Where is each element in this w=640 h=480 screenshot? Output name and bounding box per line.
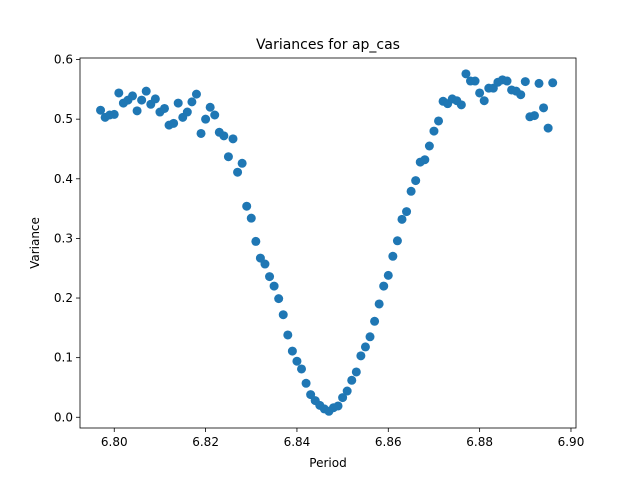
x-tick-label: 6.90 (558, 435, 585, 449)
data-point-37 (265, 272, 275, 282)
data-point-64 (388, 251, 398, 261)
data-point-67 (402, 207, 412, 217)
data-point-7 (128, 91, 138, 101)
y-tick-label: 0.2 (54, 291, 73, 305)
data-point-52 (333, 401, 343, 411)
y-tick-label: 0.3 (54, 231, 73, 245)
x-tick-label: 6.88 (466, 435, 493, 449)
data-point-55 (347, 375, 357, 385)
points-layer (96, 69, 558, 416)
data-point-32 (242, 201, 252, 211)
y-tick-label: 0.6 (54, 53, 73, 67)
data-point-36 (260, 259, 270, 269)
data-point-24 (205, 102, 215, 112)
x-tick-label: 6.80 (101, 435, 128, 449)
data-point-72 (424, 141, 434, 151)
data-point-54 (342, 386, 352, 396)
x-tick-label: 6.84 (284, 435, 311, 449)
data-point-30 (233, 167, 243, 177)
data-point-20 (187, 97, 197, 107)
data-point-99 (548, 78, 558, 88)
data-point-9 (137, 95, 147, 105)
data-point-23 (201, 114, 211, 124)
data-point-42 (287, 346, 297, 356)
y-tick-label: 0.5 (54, 112, 73, 126)
data-point-68 (406, 186, 416, 196)
data-point-41 (283, 330, 293, 340)
data-point-45 (301, 378, 311, 388)
data-point-58 (360, 342, 370, 352)
x-axis-label: Period (309, 456, 346, 470)
data-point-63 (383, 270, 393, 280)
data-point-80 (461, 69, 471, 79)
data-point-74 (434, 116, 444, 126)
data-point-95 (529, 111, 539, 121)
data-point-38 (269, 281, 279, 291)
x-tick-label: 6.86 (375, 435, 402, 449)
data-point-84 (479, 96, 489, 106)
data-point-4 (114, 88, 124, 98)
data-point-25 (210, 110, 220, 120)
data-point-10 (141, 86, 151, 96)
data-point-31 (237, 158, 247, 168)
y-axis-ticks: 0.0 0.1 0.2 0.3 0.4 0.5 0.6 (54, 53, 80, 424)
data-point-61 (374, 299, 384, 309)
data-point-62 (379, 281, 389, 291)
data-point-29 (228, 134, 238, 144)
data-point-89 (502, 76, 512, 86)
data-point-60 (370, 316, 380, 326)
data-point-27 (219, 131, 229, 141)
data-point-69 (411, 176, 421, 186)
y-tick-label: 0.0 (54, 410, 73, 424)
data-point-22 (196, 128, 206, 138)
data-point-28 (223, 152, 233, 162)
data-point-71 (420, 155, 430, 165)
data-point-96 (534, 78, 544, 88)
data-point-53 (338, 393, 348, 403)
plot-frame (79, 57, 577, 429)
data-point-12 (150, 94, 160, 104)
data-point-92 (516, 90, 526, 100)
data-point-82 (470, 76, 480, 86)
chart-title: Variances for ap_cas (256, 37, 400, 53)
data-point-34 (251, 236, 261, 246)
data-point-33 (246, 213, 256, 223)
y-axis-label: Variance (28, 217, 42, 269)
data-point-57 (356, 351, 366, 361)
data-point-16 (169, 118, 179, 128)
data-point-40 (278, 310, 288, 320)
data-point-73 (429, 126, 439, 136)
data-point-66 (397, 214, 407, 224)
data-point-19 (182, 107, 192, 117)
data-point-8 (132, 106, 142, 116)
data-point-59 (365, 332, 375, 342)
data-point-44 (297, 364, 307, 374)
data-point-79 (456, 100, 466, 110)
x-tick-label: 6.82 (192, 435, 219, 449)
data-point-83 (475, 88, 485, 98)
data-point-93 (520, 77, 530, 87)
data-point-43 (292, 356, 302, 366)
data-point-0 (96, 105, 106, 115)
data-point-39 (274, 294, 284, 304)
x-axis-ticks: 6.80 6.82 6.84 6.86 6.88 6.90 (101, 428, 584, 449)
data-point-97 (539, 103, 549, 113)
y-tick-label: 0.4 (54, 172, 73, 186)
data-point-65 (392, 236, 402, 246)
data-point-56 (351, 367, 361, 377)
data-point-17 (173, 98, 183, 108)
data-point-98 (543, 123, 553, 133)
data-point-3 (109, 109, 119, 119)
data-point-14 (159, 103, 169, 113)
data-point-21 (191, 89, 201, 99)
y-tick-label: 0.1 (54, 351, 73, 365)
